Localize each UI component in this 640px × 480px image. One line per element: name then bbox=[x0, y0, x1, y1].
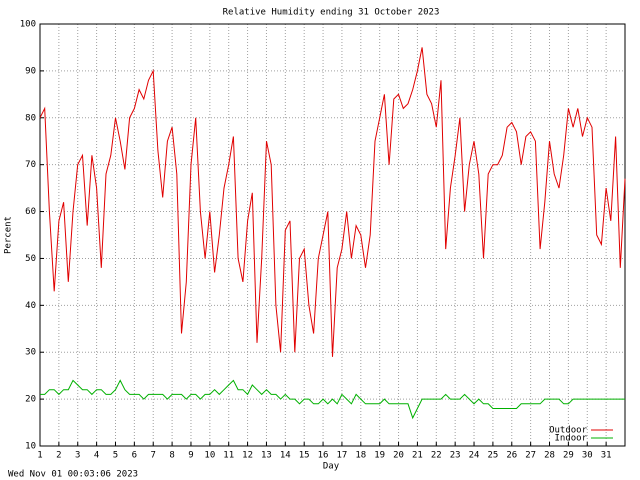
y-tick-label: 70 bbox=[25, 160, 36, 170]
x-tick-label: 13 bbox=[261, 451, 272, 461]
x-tick-label: 1 bbox=[37, 451, 42, 461]
y-tick-label: 90 bbox=[25, 66, 36, 76]
plot-frame bbox=[39, 23, 626, 447]
y-tick-label: 20 bbox=[25, 395, 36, 405]
x-tick-label: 9 bbox=[188, 451, 193, 461]
x-tick-label: 18 bbox=[355, 451, 366, 461]
footer-timestamp: Wed Nov 01 00:03:06 2023 bbox=[8, 470, 138, 480]
x-tick-label: 29 bbox=[563, 451, 574, 461]
x-tick-label: 2 bbox=[56, 451, 61, 461]
x-tick-label: 20 bbox=[393, 451, 404, 461]
x-tick-label: 7 bbox=[151, 451, 156, 461]
legend-label: Outdoor bbox=[549, 426, 588, 436]
x-tick-label: 25 bbox=[487, 451, 498, 461]
x-tick-label: 4 bbox=[94, 451, 99, 461]
x-tick-label: 11 bbox=[223, 451, 234, 461]
x-tick-label: 22 bbox=[431, 451, 442, 461]
x-tick-label: 28 bbox=[544, 451, 555, 461]
chart-title: Relative Humidity ending 31 October 2023 bbox=[223, 8, 440, 18]
x-tick-label: 8 bbox=[169, 451, 174, 461]
x-tick-label: 21 bbox=[412, 451, 423, 461]
x-tick-label: 27 bbox=[525, 451, 536, 461]
x-tick-label: 15 bbox=[299, 451, 310, 461]
x-tick-label: 19 bbox=[374, 451, 385, 461]
x-axis-label: Day bbox=[323, 462, 340, 472]
y-tick-label: 100 bbox=[20, 20, 36, 30]
x-tick-label: 26 bbox=[506, 451, 517, 461]
legend-label: Indoor bbox=[554, 434, 587, 444]
y-axis-label: Percent bbox=[4, 216, 14, 254]
y-tick-label: 80 bbox=[25, 113, 36, 123]
x-tick-label: 3 bbox=[75, 451, 80, 461]
y-tick-label: 60 bbox=[25, 207, 36, 217]
y-tick-label: 30 bbox=[25, 348, 36, 358]
y-tick-label: 50 bbox=[25, 254, 36, 264]
x-tick-label: 24 bbox=[469, 451, 480, 461]
x-tick-label: 31 bbox=[601, 451, 612, 461]
y-tick-label: 10 bbox=[25, 442, 36, 452]
x-tick-label: 5 bbox=[113, 451, 118, 461]
x-tick-label: 17 bbox=[337, 451, 348, 461]
x-tick-label: 6 bbox=[132, 451, 137, 461]
x-tick-label: 30 bbox=[582, 451, 593, 461]
x-tick-label: 23 bbox=[450, 451, 461, 461]
series-line bbox=[39, 47, 626, 357]
x-tick-label: 14 bbox=[280, 451, 291, 461]
x-tick-label: 10 bbox=[204, 451, 215, 461]
x-tick-label: 16 bbox=[318, 451, 329, 461]
x-tick-label: 12 bbox=[242, 451, 253, 461]
series-line bbox=[40, 379, 625, 420]
y-tick-label: 40 bbox=[25, 301, 36, 311]
